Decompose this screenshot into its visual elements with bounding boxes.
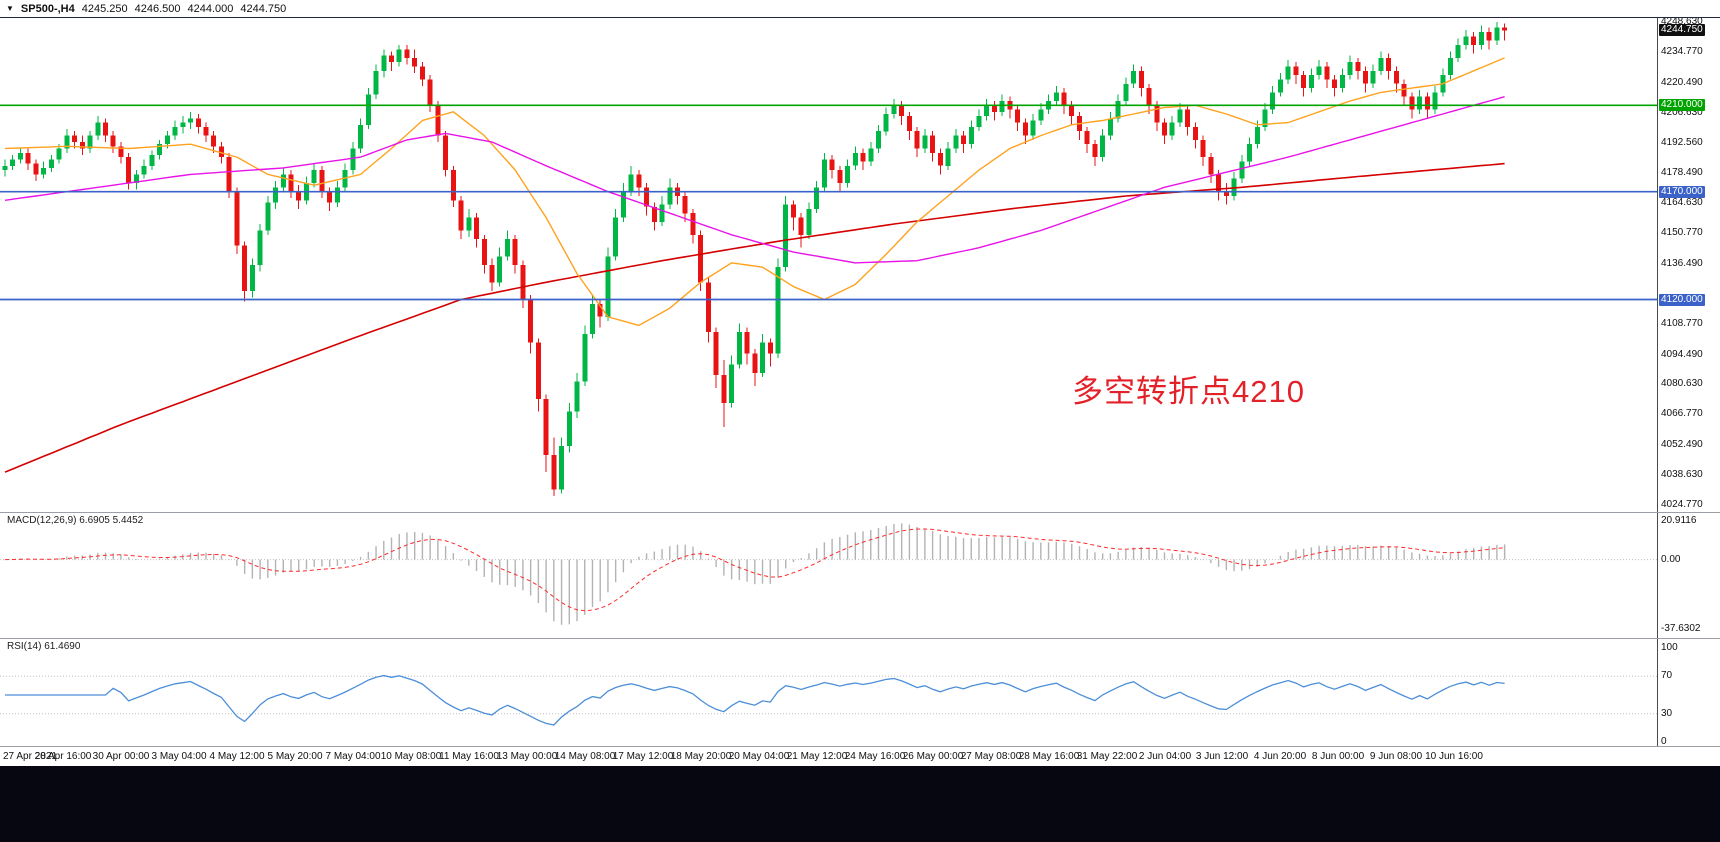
time-tick-label: 7 May 04:00 <box>325 751 381 762</box>
price-tick-label: 4080.630 <box>1661 378 1703 390</box>
price-tick-label: 4094.490 <box>1661 348 1703 360</box>
time-tick-label: 2 Jun 04:00 <box>1138 751 1192 762</box>
time-tick-label: 8 Jun 00:00 <box>1311 751 1365 762</box>
time-tick-label: 5 May 20:00 <box>267 751 323 762</box>
price-tick-label: 4024.770 <box>1661 499 1703 510</box>
main-price-chart[interactable] <box>0 18 1657 512</box>
rsi-value: 61.4690 <box>44 641 81 652</box>
time-tick-label: 24 May 16:00 <box>844 751 906 762</box>
rsi-title: RSI(14) <box>7 641 42 652</box>
time-axis[interactable]: 27 Apr 2021 28 Apr 16:00 30 Apr 00:00 3 May… <box>0 746 1720 766</box>
price-tick-label: 4178.490 <box>1661 167 1703 179</box>
macd-histogram <box>12 523 1506 625</box>
price-level-label: 4120.000 <box>1659 293 1705 306</box>
annotation-text[interactable]: 多空转折点4210 <box>1072 374 1305 409</box>
price-tick-label: 30 <box>1661 707 1673 719</box>
price-tick-label: 4038.630 <box>1661 469 1703 481</box>
price-tick-label: 0.00 <box>1661 553 1681 565</box>
time-tick-label: 18 May 20:00 <box>670 751 732 762</box>
time-tick-label: 27 May 08:00 <box>960 751 1022 762</box>
rsi-indicator-label: RSI(14) 61.4690 <box>7 641 80 652</box>
price-axis[interactable]: 4248.630 4234.770 4220.490 4206.630 4192.560… <box>1657 16 1720 766</box>
ma-slow-red <box>4 162 1505 473</box>
time-tick-label: 4 May 12:00 <box>209 751 265 762</box>
price-tick-label: 20.9116 <box>1661 515 1697 526</box>
ohlc-low: 4244.000 <box>187 2 234 15</box>
time-tick-label: 20 May 04:00 <box>728 751 790 762</box>
price-tick-label: 4136.490 <box>1661 257 1703 269</box>
ohlc-high: 4246.500 <box>134 2 181 15</box>
macd-indicator-label: MACD(12,26,9) 6.6905 5.4452 <box>7 515 143 526</box>
time-tick-label: 28 May 16:00 <box>1018 751 1080 762</box>
ma-mid-orange <box>4 57 1505 327</box>
time-tick-label: 3 May 04:00 <box>151 751 207 762</box>
price-tick-label: 4206.630 <box>1661 106 1703 118</box>
time-tick-label: 9 Jun 08:00 <box>1369 751 1423 762</box>
price-level-label: 4210.000 <box>1659 99 1705 112</box>
time-tick-label: 10 Jun 16:00 <box>1425 751 1483 762</box>
price-tick-label: 4220.490 <box>1661 76 1703 88</box>
price-tick-label: 4164.630 <box>1661 197 1703 209</box>
time-tick-label: 31 May 22:00 <box>1076 751 1138 762</box>
rsi-panel-resize-handle[interactable] <box>0 638 1720 639</box>
time-tick-label: 11 May 16:00 <box>439 751 499 762</box>
chart-header: ▼ SP500-,H4 4245.250 4246.500 4244.000 4… <box>0 0 1720 18</box>
time-tick-label: 10 May 08:00 <box>380 751 442 762</box>
ohlc-open: 4245.250 <box>81 2 128 15</box>
time-tick-label: 26 May 00:00 <box>902 751 964 762</box>
symbol-timeframe-label: SP500-,H4 <box>20 2 75 15</box>
macd-value-main: 6.6905 <box>79 515 110 526</box>
price-level-label: 4244.750 <box>1659 24 1705 37</box>
price-tick-label: 4248.630 <box>1661 16 1703 27</box>
candles <box>2 22 1508 496</box>
price-tick-label: 4052.490 <box>1661 439 1703 451</box>
rsi-panel[interactable] <box>0 639 1657 746</box>
time-tick-label: 3 Jun 12:00 <box>1195 751 1249 762</box>
time-tick-label: 28 Apr 16:00 <box>34 751 92 762</box>
macd-title: MACD(12,26,9) <box>7 515 77 526</box>
bottom-dark-bar <box>0 766 1720 842</box>
price-tick-label: 100 <box>1661 642 1678 653</box>
price-tick-label: 70 <box>1661 670 1673 682</box>
ohlc-close: 4244.750 <box>240 2 287 15</box>
time-tick-label: 30 Apr 00:00 <box>92 751 150 762</box>
ma-fast-magenta <box>4 96 1505 264</box>
time-tick-label: 13 May 00:00 <box>496 751 558 762</box>
price-tick-label: 4234.770 <box>1661 45 1703 57</box>
time-tick-label: 27 Apr 2021 <box>3 751 57 762</box>
time-tick-label: 21 May 12:00 <box>786 751 848 762</box>
time-tick-label: 17 May 12:00 <box>612 751 674 762</box>
macd-signal-line <box>4 528 1505 612</box>
macd-value-signal: 5.4452 <box>112 515 144 526</box>
price-level-label: 4170.000 <box>1659 185 1705 198</box>
price-tick-label: 4108.770 <box>1661 317 1703 329</box>
time-tick-label: 4 Jun 20:00 <box>1253 751 1307 762</box>
chart-marker-icon: ▼ <box>6 3 14 13</box>
price-tick-label: -37.6302 <box>1661 623 1701 634</box>
price-tick-label: 4150.770 <box>1661 227 1703 239</box>
price-tick-label: 4066.770 <box>1661 408 1703 420</box>
price-tick-label: 4192.560 <box>1661 136 1703 148</box>
macd-panel[interactable] <box>0 513 1657 638</box>
macd-panel-resize-handle[interactable] <box>0 512 1720 513</box>
rsi-line <box>5 674 1505 726</box>
price-tick-label: 0 <box>1661 736 1667 747</box>
time-tick-label: 14 May 08:00 <box>554 751 616 762</box>
